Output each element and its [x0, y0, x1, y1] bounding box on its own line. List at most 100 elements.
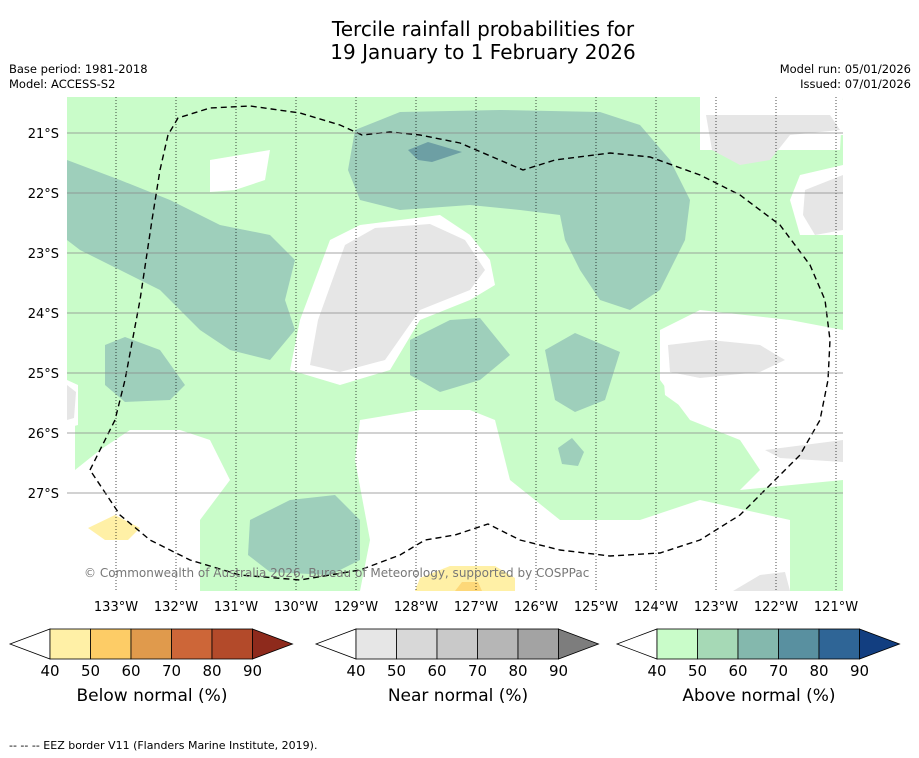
meta-left: Base period: 1981-2018 Model: ACCESS-S2 [9, 62, 148, 92]
eez-border [89, 105, 831, 581]
colorbar-segment [171, 628, 213, 660]
colorbar-segment [477, 628, 519, 660]
colorbar-tick-label: 60 [427, 662, 446, 680]
lon-label: 126°W [514, 600, 558, 615]
colorbar-segment [396, 628, 438, 660]
gridlines [115, 97, 837, 591]
colorbar-tick-label: 80 [508, 662, 527, 680]
lat-label: 26°S [28, 427, 59, 442]
lon-label: 127°W [454, 600, 498, 615]
colorbar-segment [49, 628, 91, 660]
copyright-text: © Commonwealth of Australia 2026, Bureau… [84, 566, 589, 580]
colorbar-tick-label: 80 [202, 662, 221, 680]
colorbar-extend-high [558, 628, 600, 660]
title-line-2: 19 January to 1 February 2026 [330, 40, 636, 64]
below-normal-40-region-west [88, 515, 140, 540]
colorbar-extend-low [8, 628, 51, 660]
near-normal-40-region [310, 224, 485, 372]
colorbar-tick-label: 70 [769, 662, 788, 680]
above-normal-50-region-sw [105, 337, 185, 402]
near-normal-right-2 [803, 175, 843, 235]
colorbar-segment [130, 628, 172, 660]
lon-label: 124°W [634, 600, 678, 615]
lon-label: 128°W [394, 600, 438, 615]
colorbar-tick-label: 80 [809, 662, 828, 680]
lat-label: 24°S [28, 307, 59, 322]
colorbar-tick-label: 90 [549, 662, 568, 680]
colorbar-title-near: Near normal (%) [387, 686, 529, 706]
near-normal-left [67, 385, 76, 420]
map-area: © Commonwealth of Australia 2026, Bureau… [67, 97, 843, 591]
meta-right: Model run: 05/01/2026 Issued: 07/01/2026 [780, 62, 911, 92]
colorbar-segment [778, 628, 820, 660]
colorbar-segment [818, 628, 860, 660]
lon-label: 122°W [754, 600, 798, 615]
below-normal-40-region-south [415, 566, 515, 591]
lon-label: 133°W [94, 600, 138, 615]
colorbar-tick-label: 90 [850, 662, 869, 680]
above-normal-50-region-west [67, 160, 295, 360]
colorbar-segment [211, 628, 253, 660]
white-gap-1 [210, 150, 270, 192]
lon-label: 132°W [154, 600, 198, 615]
colorbar-tick-label: 40 [346, 662, 365, 680]
colorbar-tick-label: 70 [468, 662, 487, 680]
colorbar-tick-label: 60 [728, 662, 747, 680]
lat-gridlines [67, 132, 843, 494]
title-line-1: Tercile rainfall probabilities for [331, 17, 635, 41]
above-normal-50-region-center [410, 318, 510, 392]
colorbar-extend-high [252, 628, 294, 660]
model-run: Model run: 05/01/2026 [779, 62, 911, 76]
colorbar-segment [90, 628, 132, 660]
colorbar-tick-label: 60 [121, 662, 140, 680]
colorbar-segment [436, 628, 478, 660]
lat-label: 25°S [28, 367, 59, 382]
above-normal-50-region-small [558, 438, 584, 466]
colorbar-near-normal: 40 50 60 70 80 90 [314, 628, 600, 680]
colorbar-segment [697, 628, 739, 660]
near-normal-right-3 [668, 340, 785, 378]
near-normal-right-1 [706, 115, 840, 165]
issued-date: Issued: 07/01/2026 [800, 77, 911, 91]
lon-label: 123°W [694, 600, 738, 615]
lon-label: 129°W [334, 600, 378, 615]
lon-label: 131°W [214, 600, 258, 615]
colorbar-tick-label: 40 [647, 662, 666, 680]
lat-label: 23°S [28, 247, 59, 262]
footnote: -- -- -- EEZ border V11 (Flanders Marine… [9, 739, 318, 752]
lon-label: 121°W [814, 600, 858, 615]
below-normal-50-region [455, 582, 482, 591]
above-normal-50-region-south [248, 495, 360, 575]
above-normal-60-region [408, 142, 462, 162]
colorbar-above-normal: 40 50 60 70 80 90 [615, 628, 901, 680]
colorbar-below-normal: 40 50 60 70 80 90 [8, 628, 294, 680]
model-name: Model: ACCESS-S2 [9, 77, 116, 91]
colorbar-tick-label: 50 [387, 662, 406, 680]
colorbar-extend-high [859, 628, 901, 660]
base-period: Base period: 1981-2018 [9, 62, 148, 76]
colorbar-segment [656, 628, 698, 660]
colorbar-segment [517, 628, 559, 660]
colorbar-segment [355, 628, 397, 660]
colorbar-tick-label: 70 [162, 662, 181, 680]
colorbar-tick-label: 50 [81, 662, 100, 680]
lat-label: 27°S [28, 487, 59, 502]
colorbar-extend-low [615, 628, 658, 660]
near-normal-right-4 [765, 440, 843, 462]
colorbar-title-below: Below normal (%) [76, 686, 228, 706]
above-normal-50-region-east [545, 333, 620, 412]
map-title: Tercile rainfall probabilities for 19 Ja… [0, 18, 919, 64]
lon-axis: 133°W 132°W 131°W 130°W 129°W 128°W 127°… [94, 600, 858, 615]
colorbar-tick-label: 40 [40, 662, 59, 680]
colorbar-tick-label: 50 [688, 662, 707, 680]
lon-label: 130°W [274, 600, 318, 615]
colorbar-extend-low [314, 628, 357, 660]
lat-label: 22°S [28, 187, 59, 202]
lat-label: 21°S [28, 127, 59, 142]
colorbar-tick-label: 90 [243, 662, 262, 680]
colorbar-title-above: Above normal (%) [682, 686, 836, 706]
colorbar-segment [737, 628, 779, 660]
lon-label: 125°W [574, 600, 618, 615]
lat-axis: 21°S 22°S 23°S 24°S 25°S 26°S 27°S [28, 127, 59, 502]
